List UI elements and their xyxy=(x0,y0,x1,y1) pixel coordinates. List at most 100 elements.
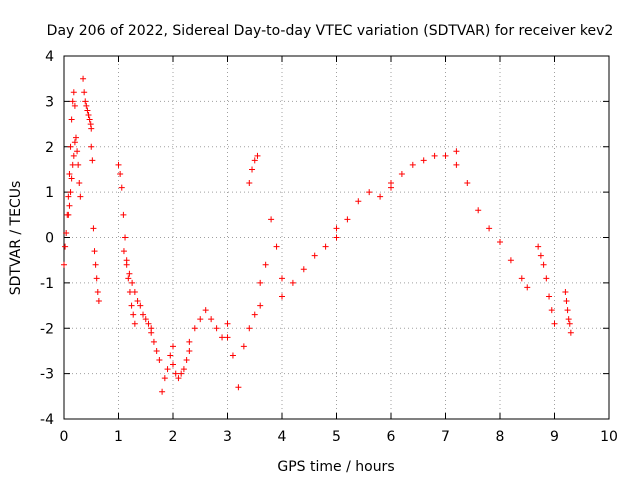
data-point xyxy=(191,325,198,332)
data-point xyxy=(279,293,285,300)
data-point xyxy=(118,184,125,191)
data-point xyxy=(388,180,394,187)
data-point xyxy=(333,234,340,241)
y-tick-label: -2 xyxy=(40,321,54,337)
data-point xyxy=(224,320,231,327)
y-tick-label: -3 xyxy=(40,367,54,383)
data-point xyxy=(164,366,171,373)
data-point xyxy=(240,343,247,350)
chart-title: Day 206 of 2022, Sidereal Day-to-day VTE… xyxy=(47,23,614,39)
y-tick-label: 4 xyxy=(45,49,54,65)
y-tick-label: 2 xyxy=(45,140,54,156)
data-point xyxy=(69,98,76,105)
data-point xyxy=(62,243,69,250)
data-point xyxy=(254,152,261,159)
data-point xyxy=(93,275,100,282)
data-point xyxy=(65,193,72,200)
data-point xyxy=(115,161,122,168)
data-point xyxy=(197,316,204,323)
data-series xyxy=(224,302,264,391)
data-point xyxy=(322,243,329,250)
data-point xyxy=(125,275,132,282)
data-series xyxy=(115,161,138,327)
data-point xyxy=(86,116,93,123)
data-point xyxy=(235,384,242,391)
data-point xyxy=(546,293,553,300)
data-point xyxy=(150,338,157,345)
data-point xyxy=(89,157,96,164)
data-point xyxy=(229,352,236,359)
data-point xyxy=(117,170,124,177)
y-tick-label: -1 xyxy=(40,276,54,292)
data-series xyxy=(88,143,102,305)
data-point xyxy=(246,325,253,332)
data-point xyxy=(77,193,84,200)
data-point xyxy=(81,89,88,96)
x-axis: 0 1 2 3 4 5 6 7 8 9 10 xyxy=(60,56,618,445)
data-point xyxy=(87,121,94,128)
data-point xyxy=(249,166,256,173)
data-series xyxy=(65,134,84,218)
data-point xyxy=(92,261,99,268)
data-point xyxy=(535,243,542,250)
data-point xyxy=(453,148,460,155)
data-point xyxy=(262,261,269,268)
data-point xyxy=(257,279,264,286)
x-tick-label: 6 xyxy=(387,429,396,445)
x-tick-label: 9 xyxy=(550,429,559,445)
data-point xyxy=(202,307,209,314)
data-point xyxy=(126,270,133,277)
data-point xyxy=(134,298,141,305)
data-point xyxy=(94,288,101,295)
data-series xyxy=(80,75,95,132)
data-point xyxy=(71,102,78,109)
data-point xyxy=(75,161,82,168)
data-point xyxy=(83,102,90,109)
data-point xyxy=(70,152,77,159)
data-point xyxy=(67,143,74,150)
data-point xyxy=(170,343,176,350)
data-series xyxy=(148,329,176,395)
data-point xyxy=(183,357,190,364)
data-point xyxy=(90,225,97,232)
data-point xyxy=(95,298,102,305)
data-point xyxy=(377,193,384,200)
data-point xyxy=(128,302,135,309)
x-tick-label: 8 xyxy=(496,429,505,445)
data-point xyxy=(543,275,550,282)
x-tick-label: 10 xyxy=(600,429,618,445)
y-tick-label: 1 xyxy=(45,185,54,201)
data-series xyxy=(61,89,78,268)
data-series xyxy=(186,307,231,345)
data-point xyxy=(273,243,280,250)
data-point xyxy=(70,89,77,96)
data-point xyxy=(551,320,558,327)
data-point xyxy=(85,111,92,118)
data-point xyxy=(66,170,73,177)
data-point xyxy=(140,311,147,318)
data-point xyxy=(186,347,193,354)
data-point xyxy=(279,275,285,282)
data-point xyxy=(251,311,258,318)
data-point xyxy=(311,252,318,259)
data-series xyxy=(120,248,155,332)
data-point xyxy=(122,234,129,241)
data-point xyxy=(246,180,253,187)
data-point xyxy=(213,325,220,332)
data-point xyxy=(72,134,79,141)
data-point xyxy=(71,139,78,146)
data-point xyxy=(398,170,405,177)
data-point xyxy=(148,329,155,336)
y-tick-label: 0 xyxy=(45,231,54,247)
data-point xyxy=(344,216,351,223)
data-series xyxy=(535,243,558,327)
y-axis-title: SDTVAR / TECUs xyxy=(8,181,24,296)
data-series xyxy=(388,148,460,187)
data-point xyxy=(333,225,340,232)
data-point xyxy=(518,275,525,282)
data-points xyxy=(61,75,574,395)
data-point xyxy=(61,261,67,268)
data-point xyxy=(524,284,531,291)
data-point xyxy=(84,107,91,114)
data-point xyxy=(565,316,572,323)
